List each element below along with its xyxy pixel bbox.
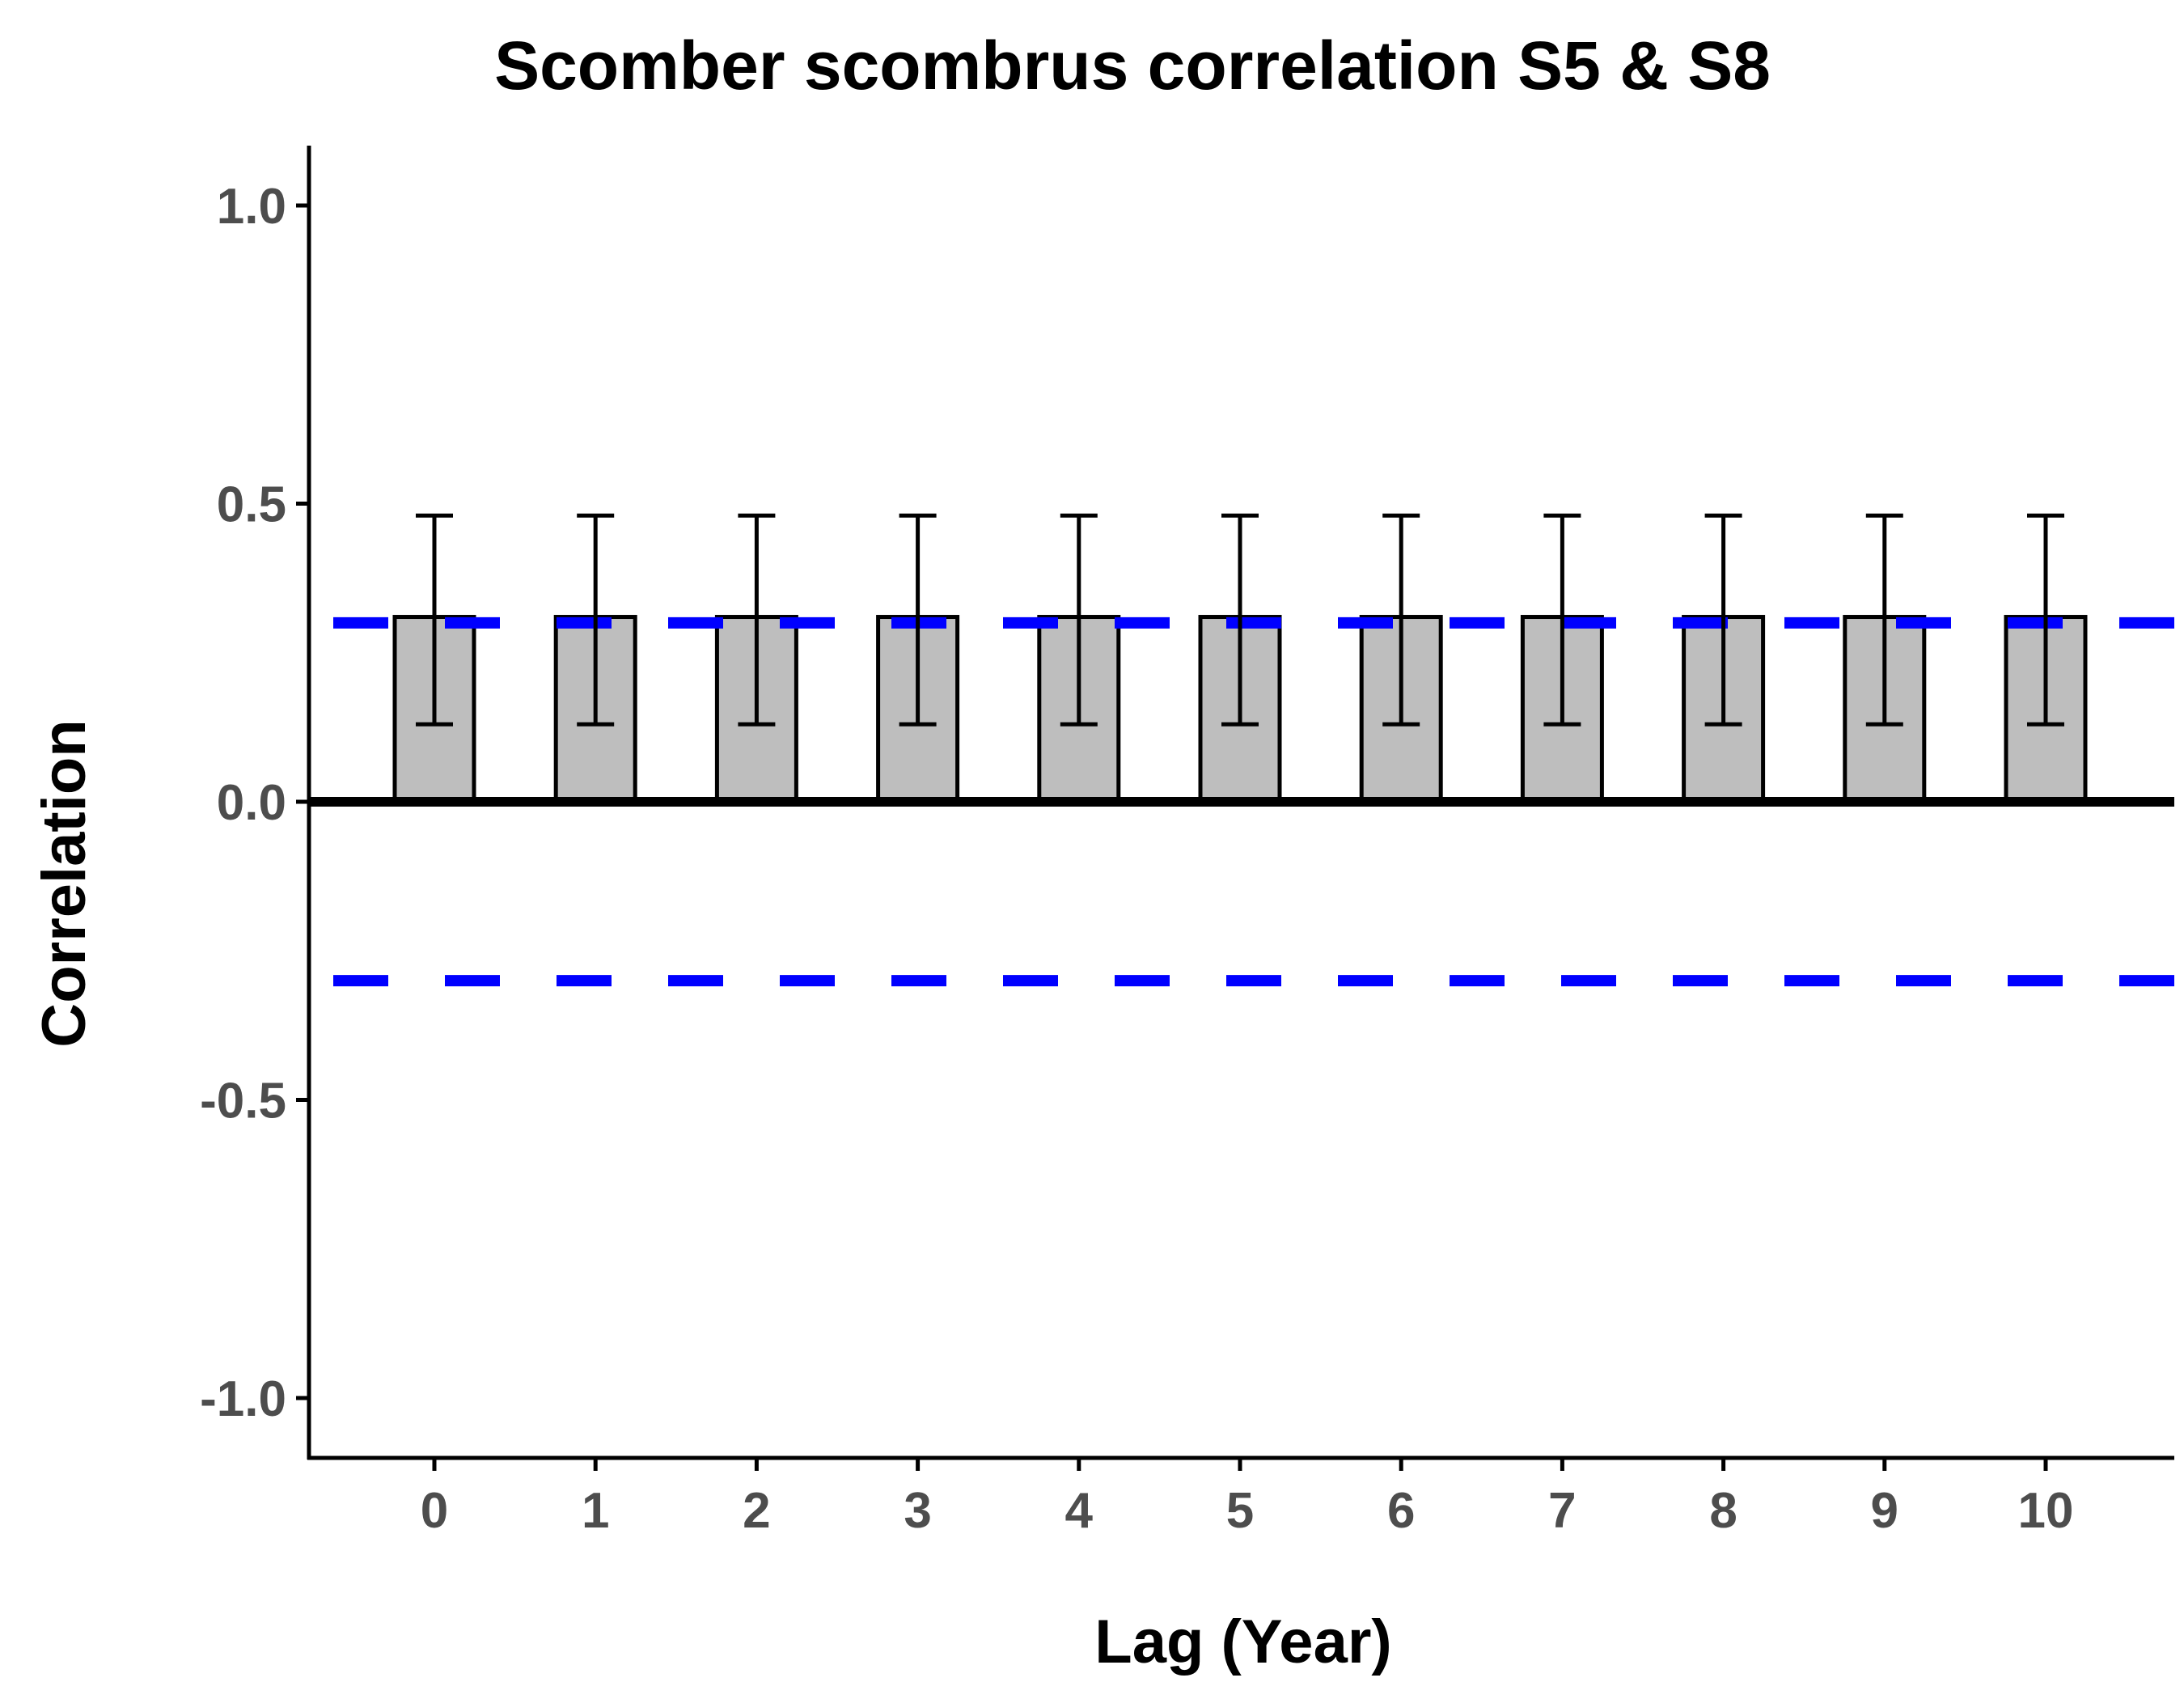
- x-tick-label: 6: [1387, 1483, 1415, 1539]
- x-tick-label: 3: [904, 1483, 931, 1539]
- x-tick-label: 7: [1548, 1483, 1576, 1539]
- x-axis-ticks: 0 1 2 3 4 5 6 7 8 9 10: [421, 1458, 2074, 1539]
- error-bar-lag-9: [1865, 513, 1903, 727]
- plot-area: [309, 513, 2174, 987]
- chart-title: Scomber scombrus correlation S5 & S8: [494, 28, 1771, 104]
- y-axis-title: Correlation: [30, 719, 99, 1047]
- x-tick-label: 5: [1226, 1483, 1254, 1539]
- x-tick-label: 2: [743, 1483, 770, 1539]
- error-bar-lag-0: [416, 513, 453, 727]
- x-tick-label: 0: [421, 1483, 448, 1539]
- error-bar-lag-10: [2027, 513, 2064, 727]
- error-bar-lag-6: [1382, 513, 1420, 727]
- y-axis-ticks: 1.0 0.5 0.0 -0.5 -1.0: [200, 179, 309, 1427]
- error-bar-lag-7: [1543, 513, 1581, 727]
- y-tick-label: 1.0: [217, 179, 286, 235]
- x-tick-label: 4: [1065, 1483, 1094, 1539]
- x-tick-label: 10: [2018, 1483, 2074, 1539]
- x-tick-label: 1: [582, 1483, 609, 1539]
- error-bar-lag-8: [1704, 513, 1742, 727]
- y-tick-label: -0.5: [200, 1074, 286, 1129]
- error-bar-lag-1: [577, 513, 615, 727]
- error-bar-lag-3: [899, 513, 937, 727]
- y-tick-label: 0.5: [217, 477, 286, 533]
- x-axis-title: Lag (Year): [1094, 1608, 1391, 1676]
- error-bar-lag-2: [738, 513, 776, 727]
- x-tick-label: 9: [1871, 1483, 1898, 1539]
- y-tick-label: 0.0: [217, 775, 286, 831]
- error-bar-lag-5: [1221, 513, 1259, 727]
- x-tick-label: 8: [1709, 1483, 1737, 1539]
- error-bar-lag-4: [1060, 513, 1098, 727]
- y-tick-label: -1.0: [200, 1371, 286, 1427]
